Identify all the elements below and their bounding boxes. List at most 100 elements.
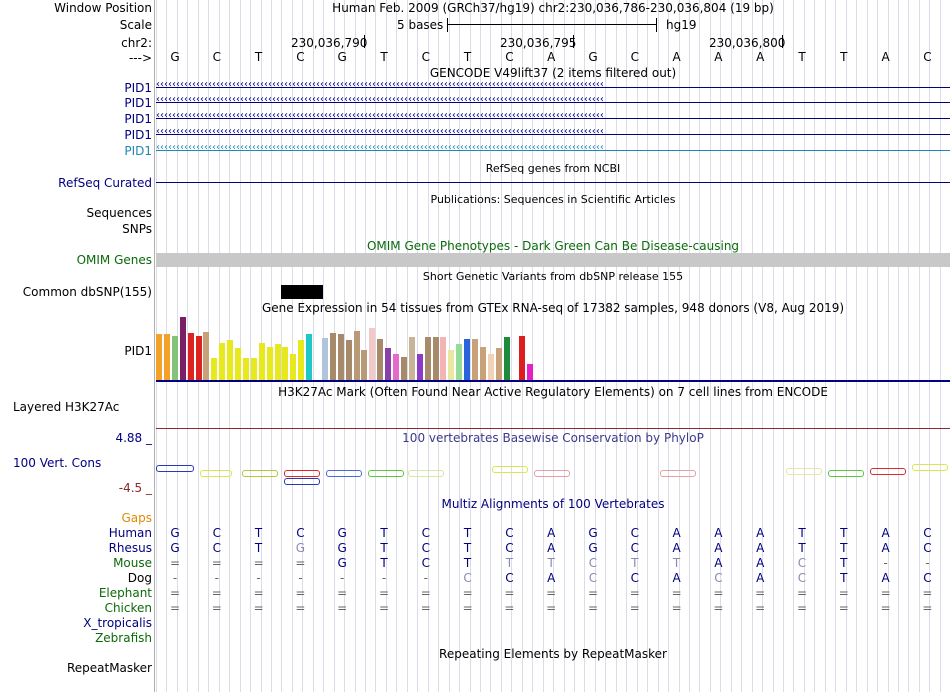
gtex-tissue-bar[interactable] <box>242 358 249 380</box>
phylop-base-glyph <box>156 465 194 472</box>
gtex-tissue-bar[interactable] <box>203 332 210 380</box>
alignment-base: = <box>169 586 181 600</box>
gtex-tissue-bar[interactable] <box>393 354 399 380</box>
gtex-tissue-bar[interactable] <box>235 348 241 380</box>
gtex-tissue-bar[interactable] <box>219 343 226 380</box>
gencode-item-label[interactable]: PID1 <box>124 112 152 126</box>
gtex-tissue-bar[interactable] <box>527 364 534 380</box>
grid-line <box>877 0 879 692</box>
gtex-tissue-bar[interactable] <box>479 347 486 380</box>
track-label-column: Window Position Scale chr2: ---> PID1 PI… <box>0 0 155 692</box>
gencode-transcript[interactable]: ‹‹‹‹‹‹‹‹‹‹‹‹‹‹‹‹‹‹‹‹‹‹‹‹‹‹‹‹‹‹‹‹‹‹‹‹‹‹‹‹… <box>156 142 950 154</box>
gtex-tissue-bar[interactable] <box>321 338 328 380</box>
species-label[interactable]: Zebrafish <box>95 631 152 645</box>
gtex-tissue-bar[interactable] <box>424 337 431 380</box>
gtex-tissue-bar[interactable] <box>503 337 510 380</box>
gencode-item-label[interactable]: PID1 <box>124 96 152 110</box>
species-label[interactable]: Human <box>108 526 152 540</box>
repeatmasker-track-label[interactable]: RepeatMasker <box>66 661 152 675</box>
grid-line <box>312 0 314 692</box>
species-label[interactable]: Mouse <box>113 556 152 570</box>
gtex-tissue-bar[interactable] <box>408 337 415 380</box>
gtex-tissue-bar[interactable] <box>163 334 170 380</box>
grid-line <box>897 0 899 692</box>
gencode-transcript[interactable]: ‹‹‹‹‹‹‹‹‹‹‹‹‹‹‹‹‹‹‹‹‹‹‹‹‹‹‹‹‹‹‹‹‹‹‹‹‹‹‹‹… <box>156 79 950 91</box>
gencode-item-label[interactable]: PID1 <box>124 128 152 142</box>
gtex-tissue-bar[interactable] <box>519 336 526 380</box>
gtex-tissue-bar[interactable] <box>432 337 439 380</box>
gtex-tissue-bar[interactable] <box>345 340 352 380</box>
omim-track-label[interactable]: OMIM Genes <box>76 253 152 267</box>
snps-track-label[interactable]: SNPs <box>122 222 152 236</box>
gtex-tissue-bar[interactable] <box>440 337 447 380</box>
gtex-tissue-bar[interactable] <box>377 339 384 380</box>
h3k27ac-track-label[interactable]: Layered H3K27Ac <box>13 400 120 414</box>
species-label[interactable]: Dog <box>127 571 152 585</box>
gtex-tissue-bar[interactable] <box>369 328 376 380</box>
gtex-tissue-bar[interactable] <box>211 358 218 380</box>
phylop-track-label[interactable]: 100 Vert. Cons <box>13 456 102 470</box>
gtex-tissue-bar[interactable] <box>179 317 186 380</box>
gtex-track-label[interactable]: PID1 <box>124 344 152 358</box>
grid-line <box>939 0 941 692</box>
gtex-tissue-bar[interactable] <box>195 336 202 380</box>
gtex-tissue-bar[interactable] <box>227 340 234 380</box>
species-label[interactable]: X_tropicalis <box>83 616 152 630</box>
grid-line <box>730 0 732 692</box>
grid-line <box>584 0 586 692</box>
label-divider[interactable] <box>154 0 155 692</box>
gtex-tissue-bar[interactable] <box>456 344 463 380</box>
alignment-base: A <box>881 541 890 555</box>
gaps-label: Gaps <box>121 511 152 525</box>
reference-base: G <box>337 50 347 64</box>
phylop-base-glyph <box>284 470 320 477</box>
gtex-tissue-bar[interactable] <box>495 348 502 380</box>
species-label[interactable]: Elephant <box>98 586 152 600</box>
gtex-tissue-bar[interactable] <box>487 354 494 380</box>
alignment-base: = <box>211 556 222 570</box>
gtex-tissue-bar[interactable] <box>290 354 297 380</box>
species-label[interactable]: Rhesus <box>108 541 152 555</box>
sequences-track-label[interactable]: Sequences <box>86 206 152 220</box>
gtex-tissue-bar[interactable] <box>448 350 455 380</box>
gtex-tissue-bar[interactable] <box>171 336 178 380</box>
gtex-tissue-bar[interactable] <box>353 331 360 380</box>
grid-line <box>385 0 387 692</box>
coord-tick-mark <box>782 35 783 48</box>
gtex-tissue-bar[interactable] <box>187 333 194 380</box>
alignment-base: - <box>256 571 261 585</box>
gtex-tissue-bar[interactable] <box>385 348 392 380</box>
alignment-base: = <box>838 586 849 600</box>
gtex-tissue-bar[interactable] <box>298 340 305 380</box>
dbsnp-track-label[interactable]: Common dbSNP(155) <box>22 285 152 299</box>
gtex-tissue-bar[interactable] <box>282 347 289 380</box>
gtex-tissue-bar[interactable] <box>266 347 273 380</box>
gtex-tissue-bar[interactable] <box>306 334 313 380</box>
gtex-tissue-bar[interactable] <box>416 354 423 380</box>
refseq-gene-line[interactable] <box>156 182 950 183</box>
omim-gene-bar[interactable] <box>156 253 950 267</box>
phylop-base-glyph <box>786 468 822 475</box>
gencode-item-label[interactable]: PID1 <box>124 81 152 95</box>
refseq-track-label[interactable]: RefSeq Curated <box>58 176 152 190</box>
gtex-tissue-bar[interactable] <box>361 350 368 380</box>
gtex-tissue-bar[interactable] <box>472 339 478 380</box>
gtex-tissue-bar[interactable] <box>337 334 344 380</box>
gtex-tissue-bar[interactable] <box>400 357 407 380</box>
gtex-tissue-bar[interactable] <box>329 333 336 380</box>
gtex-tissue-bar[interactable] <box>274 344 281 380</box>
gtex-tissue-bar[interactable] <box>258 343 265 380</box>
gencode-item-label[interactable]: PID1 <box>124 144 152 158</box>
dbsnp-variant[interactable] <box>281 285 323 299</box>
gencode-transcript[interactable]: ‹‹‹‹‹‹‹‹‹‹‹‹‹‹‹‹‹‹‹‹‹‹‹‹‹‹‹‹‹‹‹‹‹‹‹‹‹‹‹‹… <box>156 94 950 106</box>
intron-line <box>156 118 950 119</box>
alignment-base: T <box>380 556 388 570</box>
gtex-tissue-bar[interactable] <box>250 358 257 380</box>
reference-base: G <box>588 50 598 64</box>
genome-browser-image[interactable]: Human Feb. 2009 (GRCh37/hg19) chr2:230,0… <box>156 0 950 692</box>
gtex-tissue-bar[interactable] <box>464 339 471 380</box>
gtex-tissue-bar[interactable] <box>156 334 162 380</box>
gencode-transcript[interactable]: ‹‹‹‹‹‹‹‹‹‹‹‹‹‹‹‹‹‹‹‹‹‹‹‹‹‹‹‹‹‹‹‹‹‹‹‹‹‹‹‹… <box>156 126 950 138</box>
gencode-transcript[interactable]: ‹‹‹‹‹‹‹‹‹‹‹‹‹‹‹‹‹‹‹‹‹‹‹‹‹‹‹‹‹‹‹‹‹‹‹‹‹‹‹‹… <box>156 110 950 122</box>
species-label[interactable]: Chicken <box>104 601 152 615</box>
